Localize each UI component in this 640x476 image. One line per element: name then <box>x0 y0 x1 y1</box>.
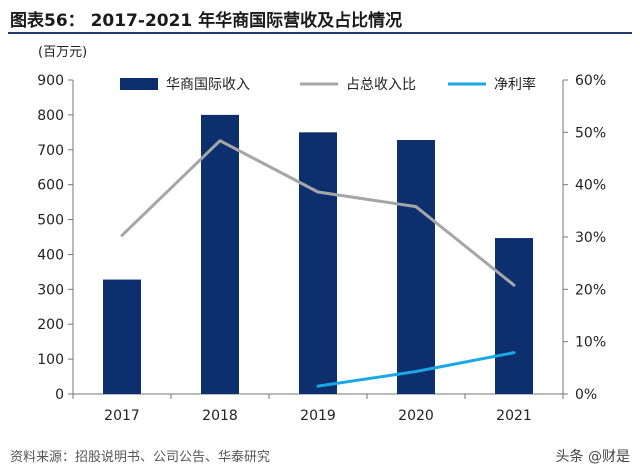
x-tick-label: 2021 <box>496 408 532 424</box>
y-tick-label-left: 400 <box>37 247 64 263</box>
y-axis-unit-label: (百万元) <box>38 45 87 60</box>
figure-title: 图表56： 2017-2021 年华商国际营收及占比情况 <box>10 11 403 31</box>
y-tick-label-right: 10% <box>575 335 606 351</box>
title-rule <box>8 32 632 34</box>
bar-2019 <box>299 132 337 395</box>
x-tick-label: 2018 <box>202 408 238 424</box>
y-tick-label-left: 900 <box>37 73 64 89</box>
y-tick-label-left: 600 <box>37 178 64 194</box>
legend-label-2: 占总收入比 <box>346 77 416 93</box>
y-tick-label-right: 60% <box>575 73 606 89</box>
x-tick-label: 2017 <box>104 408 140 424</box>
legend-label-3: 净利率 <box>494 76 536 93</box>
bar-2020 <box>397 140 435 394</box>
y-tick-label-right: 30% <box>575 230 606 246</box>
y-tick-label-right: 40% <box>575 178 606 194</box>
source-note: 资料来源：招股说明书、公司公告、华泰研究 <box>10 450 271 465</box>
x-tick-label: 2019 <box>300 408 336 424</box>
revenue-chart: (百万元) 0 100 200 300 400 500 600 700 800 900 0% 10% 20… <box>37 45 606 424</box>
x-tick-label: 2020 <box>398 408 434 424</box>
y-tick-label-left: 100 <box>37 352 64 368</box>
y-tick-label-left: 500 <box>37 213 64 229</box>
bar-2018 <box>201 114 239 394</box>
y-tick-label-left: 300 <box>37 282 64 298</box>
bar-2017 <box>103 279 141 394</box>
watermark: 头条 @财是 <box>555 449 630 465</box>
y-tick-label-right: 20% <box>575 282 606 298</box>
y-tick-label-left: 800 <box>37 108 64 124</box>
line-series-2 <box>316 351 516 388</box>
line-series-1 <box>120 139 516 287</box>
y-tick-label-right: 50% <box>575 125 606 141</box>
y-tick-label-left: 200 <box>37 317 64 333</box>
y-tick-label-left: 0 <box>55 387 64 403</box>
legend-label-1: 华商国际收入 <box>166 77 250 93</box>
y-tick-label-left: 700 <box>37 143 64 159</box>
legend-swatch-1 <box>120 78 158 90</box>
y-tick-label-right: 0% <box>575 387 597 403</box>
bar-2021 <box>495 238 533 394</box>
